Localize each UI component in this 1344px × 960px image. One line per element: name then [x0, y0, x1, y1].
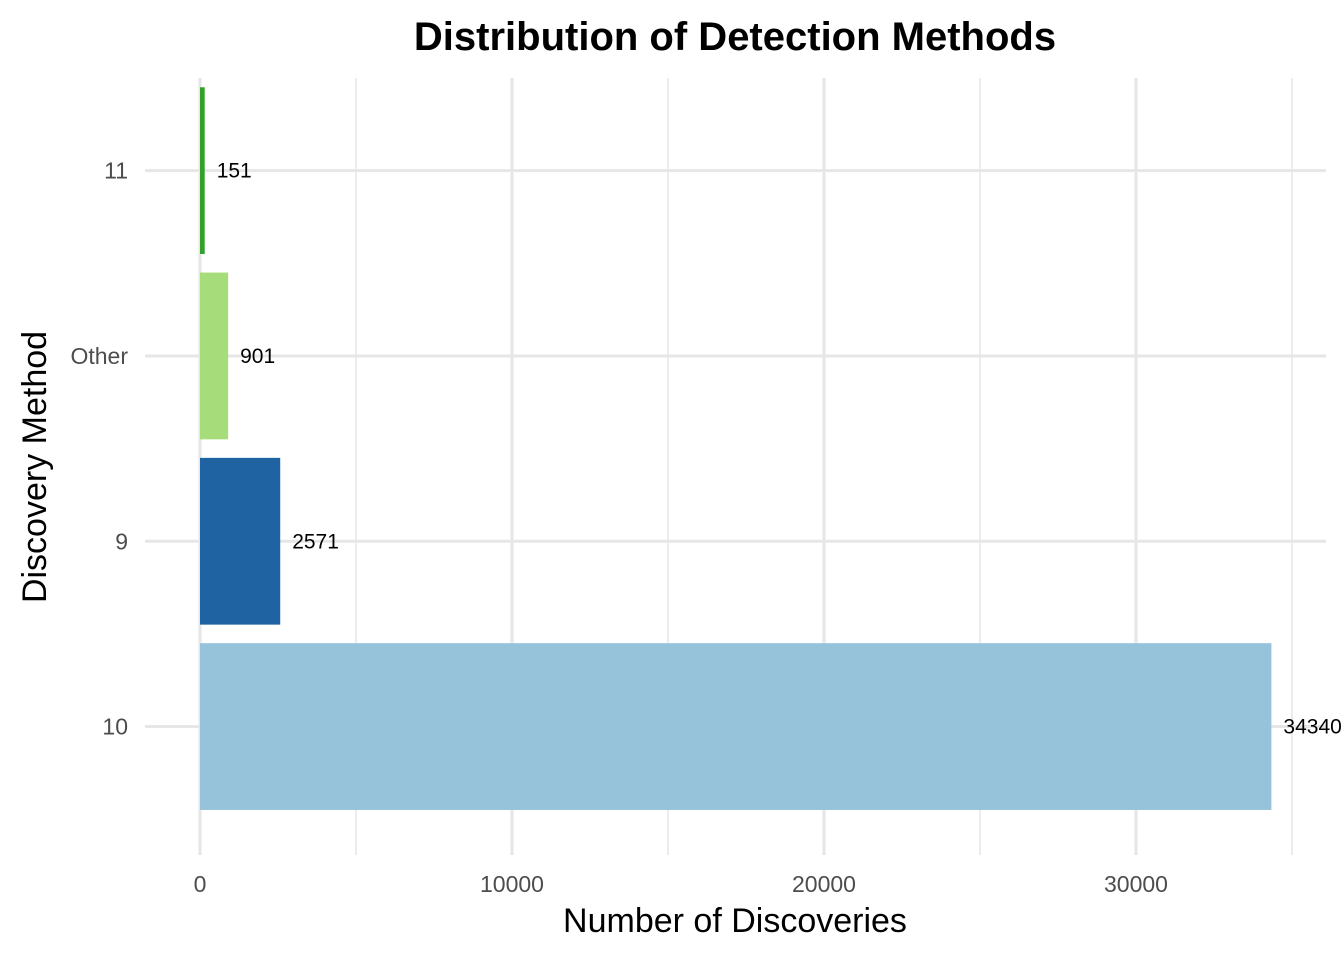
data-label: 34340: [1283, 716, 1341, 739]
x-tick-label: 0: [194, 871, 207, 897]
y-tick-label: 10: [102, 714, 128, 740]
x-tick-label: 30000: [1104, 871, 1168, 897]
bar: [200, 272, 229, 440]
x-axis-title: Number of Discoveries: [563, 902, 907, 940]
data-label: 151: [217, 160, 252, 183]
y-tick-label: Other: [70, 343, 128, 369]
y-axis-ticks: 10 9 Other 11: [70, 158, 128, 740]
data-label: 901: [240, 345, 275, 368]
bar: [200, 457, 281, 625]
x-axis-ticks: 0 10000 20000 30000: [194, 871, 1168, 897]
bars-group: 34340 2571 901 151: [200, 87, 1342, 810]
y-tick-label: 11: [104, 158, 128, 184]
x-tick-label: 10000: [480, 871, 544, 897]
bar: [200, 643, 1272, 810]
bar: [200, 87, 205, 255]
y-tick-label: 9: [115, 528, 128, 554]
x-tick-label: 20000: [792, 871, 856, 897]
data-label: 2571: [292, 530, 339, 553]
chart-title: Distribution of Detection Methods: [414, 15, 1056, 59]
y-axis-title: Discovery Method: [16, 331, 54, 603]
